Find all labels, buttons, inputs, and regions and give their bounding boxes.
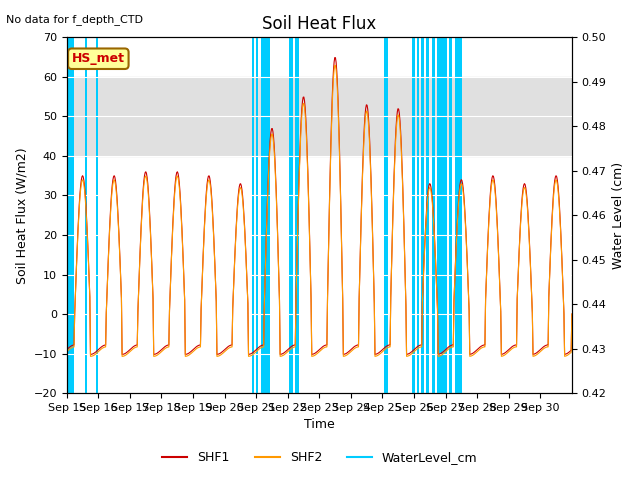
Legend: SHF1, SHF2, WaterLevel_cm: SHF1, SHF2, WaterLevel_cm bbox=[157, 446, 483, 469]
Text: HS_met: HS_met bbox=[72, 52, 125, 65]
Bar bbox=[67, 77, 572, 156]
Y-axis label: Water Level (cm): Water Level (cm) bbox=[612, 162, 625, 269]
Y-axis label: Soil Heat Flux (W/m2): Soil Heat Flux (W/m2) bbox=[15, 147, 28, 284]
Text: No data for f_depth_CTD: No data for f_depth_CTD bbox=[6, 14, 143, 25]
X-axis label: Time: Time bbox=[304, 419, 335, 432]
Title: Soil Heat Flux: Soil Heat Flux bbox=[262, 15, 376, 33]
